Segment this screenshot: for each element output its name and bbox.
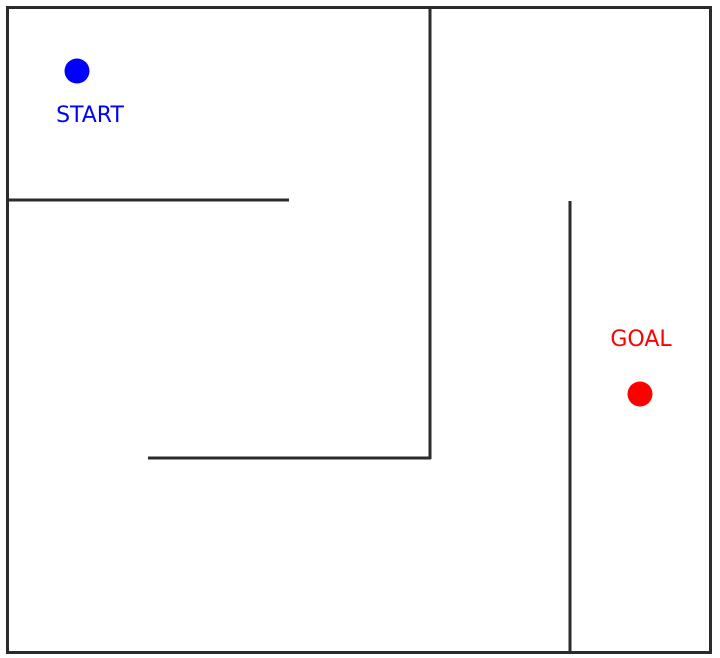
- start-label: START: [56, 103, 124, 128]
- goal-label: GOAL: [610, 327, 672, 352]
- goal-marker[interactable]: [627, 381, 653, 407]
- maze-outer-wall: [6, 6, 712, 654]
- start-marker[interactable]: [64, 58, 90, 84]
